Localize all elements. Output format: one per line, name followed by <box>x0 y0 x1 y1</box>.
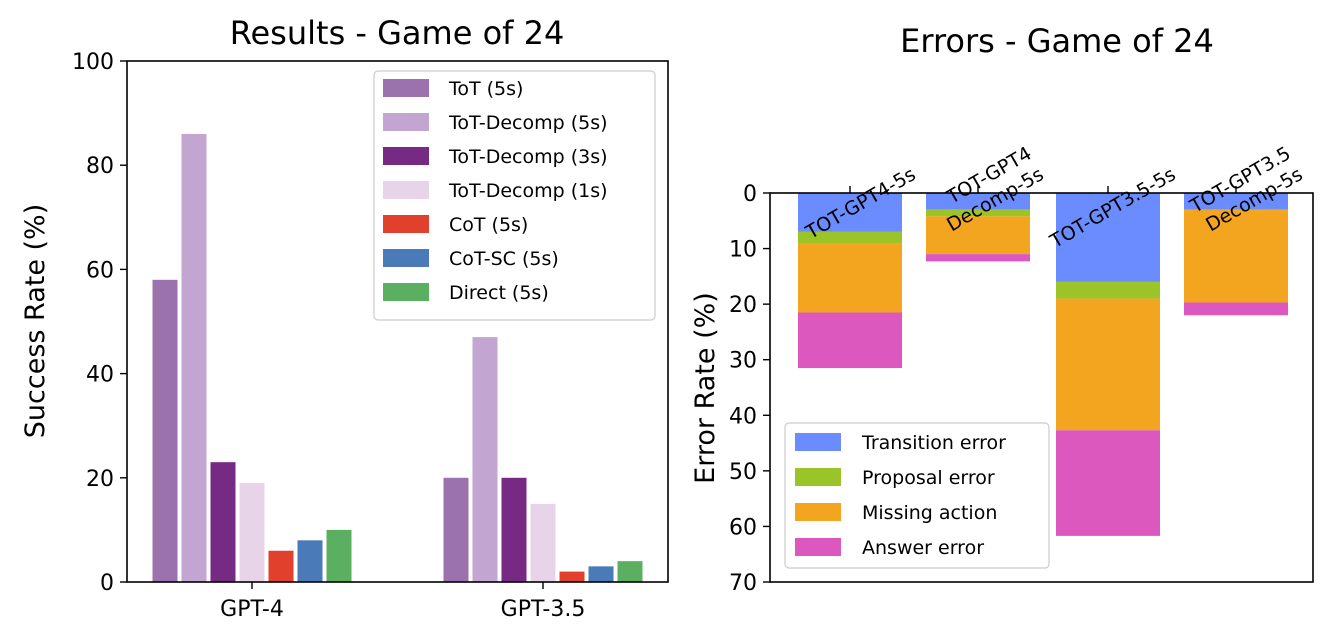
results-legend-label-tot-5s: ToT (5s) <box>448 78 523 100</box>
stack-proposal-error-tot-gpt3-5-5s <box>1056 281 1160 299</box>
results-y-tick-label: 20 <box>86 467 114 492</box>
results-legend-swatch-tot-decomp-5s <box>383 113 429 131</box>
stack-missing-action-tot-gpt4-decomp-5s <box>926 216 1030 255</box>
stack-proposal-error-tot-gpt4-decomp-5s <box>926 209 1030 217</box>
errors-y-tick-label: 0 <box>743 182 757 207</box>
errors-legend-label-answer-error: Answer error <box>862 537 984 559</box>
results-legend-swatch-tot-decomp-3s <box>383 147 429 165</box>
results-y-tick-label: 80 <box>86 154 114 179</box>
errors-legend-label-transition-error: Transition error <box>861 432 1006 454</box>
results-legend: ToT (5s) ToT-Decomp (5s) ToT-Decomp (3s) To… <box>373 70 656 321</box>
bar-cot-5s-gpt-3-5 <box>559 571 585 582</box>
results-chart-title: Results - Game of 24 <box>230 14 565 52</box>
errors-y-tick-label: 40 <box>729 404 757 429</box>
results-y-tick-label: 0 <box>100 571 114 596</box>
errors-legend: Transition error Proposal error Missing ac… <box>784 422 1050 569</box>
results-legend-swatch-cot-sc-5s <box>383 249 429 267</box>
stack-transition-error-tot-gpt4-decomp-5s <box>926 193 1030 210</box>
stack-answer-error-tot-gpt4-decomp-5s <box>926 254 1030 262</box>
stack-answer-error-tot-gpt3-5-5s <box>1056 430 1160 536</box>
stack-missing-action-tot-gpt3-5-decomp-5s <box>1184 209 1288 303</box>
errors-bars <box>798 193 1288 536</box>
results-y-tick-label: 100 <box>72 50 114 75</box>
bar-tot-decomp-3s-gpt-4 <box>210 462 236 582</box>
errors-legend-box <box>784 422 1050 569</box>
results-legend-label-cot-sc-5s: CoT-SC (5s) <box>449 248 559 270</box>
errors-y-tick-label: 70 <box>729 571 757 596</box>
results-legend-swatch-cot-5s <box>383 215 429 233</box>
bar-tot-decomp-5s-gpt-4 <box>181 133 207 582</box>
errors-chart-title: Errors - Game of 24 <box>900 22 1214 60</box>
stack-missing-action-tot-gpt4-5s <box>798 243 902 313</box>
results-legend-swatch-tot-decomp-1s <box>383 181 429 199</box>
errors-y-tick-label: 60 <box>729 515 757 540</box>
bar-tot-decomp-1s-gpt-4 <box>239 483 265 582</box>
errors-legend-swatch-transition-error <box>795 433 841 451</box>
stack-answer-error-tot-gpt3-5-decomp-5s <box>1184 302 1288 316</box>
stack-transition-error-tot-gpt3-5-decomp-5s <box>1184 193 1288 210</box>
errors-y-tick-label: 30 <box>729 349 757 374</box>
results-chart: Results - Game of 24 Success Rate (%) 0 2… <box>20 14 669 622</box>
stack-transition-error-tot-gpt3-5-5s <box>1056 193 1160 282</box>
results-legend-label-tot-decomp-3s: ToT-Decomp (3s) <box>448 146 608 168</box>
results-y-tick-label: 60 <box>86 258 114 283</box>
errors-legend-swatch-answer-error <box>795 538 841 556</box>
bar-tot-5s-gpt-3-5 <box>443 477 469 582</box>
results-x-tick-label-gpt-3-5: GPT-3.5 <box>501 597 586 622</box>
results-plot-frame <box>126 60 669 583</box>
errors-legend-label-proposal-error: Proposal error <box>862 467 995 489</box>
bar-cot-sc-5s-gpt-3-5 <box>588 566 614 582</box>
errors-legend-swatch-proposal-error <box>795 468 841 486</box>
errors-y-axis-label: Error Rate (%) <box>690 292 721 484</box>
bar-direct-5s-gpt-4 <box>326 529 352 582</box>
results-axes: 0 20 40 60 80 100 GPT-4 GPT-3.5 <box>72 50 669 622</box>
results-legend-swatch-direct-5s <box>383 283 429 301</box>
stack-missing-action-tot-gpt3-5-5s <box>1056 298 1160 431</box>
bar-tot-5s-gpt-4 <box>152 279 178 582</box>
bar-cot-5s-gpt-4 <box>268 550 294 582</box>
bar-direct-5s-gpt-3-5 <box>617 561 643 582</box>
bar-tot-decomp-3s-gpt-3-5 <box>501 477 527 582</box>
errors-legend-label-missing-action: Missing action <box>862 502 997 524</box>
errors-y-tick-label: 50 <box>729 460 757 485</box>
stack-proposal-error-tot-gpt4-5s <box>798 231 902 244</box>
errors-y-tick-label: 20 <box>729 293 757 318</box>
errors-legend-swatch-missing-action <box>795 503 841 521</box>
bar-tot-decomp-1s-gpt-3-5 <box>530 503 556 582</box>
results-legend-label-tot-decomp-1s: ToT-Decomp (1s) <box>448 180 608 202</box>
results-legend-label-direct-5s: Direct (5s) <box>449 282 549 304</box>
results-legend-swatch-tot-5s <box>383 79 429 97</box>
bar-cot-sc-5s-gpt-4 <box>297 540 323 582</box>
results-x-tick-label-gpt-4: GPT-4 <box>220 597 284 622</box>
results-y-axis-label: Success Rate (%) <box>20 204 51 438</box>
errors-plot-frame <box>769 192 1314 583</box>
results-y-tick-label: 40 <box>86 363 114 388</box>
results-legend-box <box>373 70 656 321</box>
errors-chart: Errors - Game of 24 Error Rate (%) 0 10 20… <box>690 22 1314 596</box>
errors-y-tick-label: 10 <box>729 238 757 263</box>
stack-transition-error-tot-gpt4-5s <box>798 193 902 232</box>
results-legend-label-cot-5s: CoT (5s) <box>449 214 528 236</box>
bar-tot-decomp-5s-gpt-3-5 <box>472 337 498 582</box>
results-legend-label-tot-decomp-5s: ToT-Decomp (5s) <box>448 112 608 134</box>
stack-answer-error-tot-gpt4-5s <box>798 312 902 369</box>
results-bars <box>152 133 643 582</box>
